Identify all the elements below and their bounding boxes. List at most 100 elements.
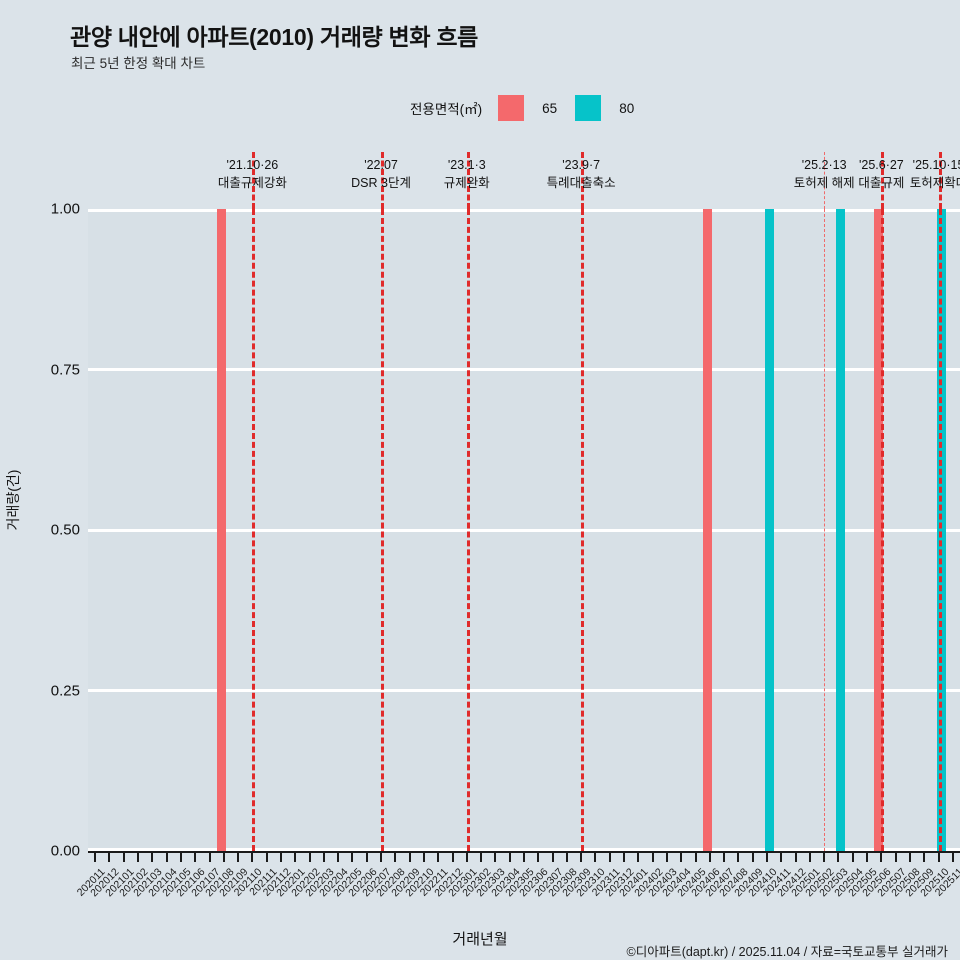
- x-tick: [451, 853, 454, 862]
- x-tick: [665, 853, 668, 862]
- x-tick: [794, 853, 797, 862]
- x-tick: [680, 853, 683, 862]
- x-tick: [637, 853, 640, 862]
- x-axis-title: 거래년월: [452, 931, 508, 948]
- x-tick: [751, 853, 754, 862]
- legend-swatch-80: [575, 95, 602, 121]
- event-date: '21.10·26: [226, 158, 279, 172]
- footer-credit: ©디아파트(dapt.kr) / 2025.11.04 / 자료=국토교통부 실…: [626, 945, 949, 959]
- event-line-stub-202502: [824, 152, 826, 209]
- x-tick: [137, 853, 140, 862]
- event-line-stub-202301: [466, 152, 470, 209]
- x-tick: [351, 853, 354, 862]
- event-text: 토허제확대: [909, 176, 960, 190]
- x-tick: [365, 853, 368, 862]
- bar-65-202108[interactable]: [216, 209, 226, 851]
- x-tick: [465, 853, 468, 862]
- x-tick: [165, 853, 168, 862]
- event-date: '25.6·27: [858, 158, 904, 172]
- x-tick: [151, 853, 154, 862]
- x-tick: [766, 853, 769, 862]
- chart-subtitle: 최근 5년 한정 확대 차트: [71, 56, 206, 71]
- x-axis-ticks: [88, 853, 960, 862]
- x-tick: [851, 853, 854, 862]
- x-tick: [508, 853, 511, 862]
- event-line-stub-202207: [381, 152, 385, 209]
- chart-title: 관양 내안에 아파트(2010) 거래량 변화 흐름: [70, 24, 479, 50]
- x-tick: [723, 853, 726, 862]
- x-tick: [279, 853, 282, 862]
- x-tick: [222, 853, 225, 862]
- legend-title: 전용면적(㎡): [410, 102, 483, 117]
- x-tick: [894, 853, 897, 862]
- bar-65-202506[interactable]: [874, 209, 884, 851]
- event-line-202506: [881, 209, 885, 851]
- x-tick: [537, 853, 540, 862]
- y-tick-label: 0.50: [50, 521, 80, 539]
- y-tick-label: 0.00: [50, 842, 80, 860]
- legend-label-65: 65: [542, 100, 558, 116]
- event-text: DSR 3단계: [351, 176, 411, 190]
- chart-legend: 전용면적(㎡) 65 80: [410, 94, 652, 122]
- event-annotation-202510: '25.10·15 토허제확대: [910, 156, 960, 192]
- event-annotations: '21.10·26 대출규제강화 '22.07 DSR 3단계 '23.1·3 규제완화 '…: [0, 0, 960, 209]
- event-line-stub-202506: [881, 152, 885, 209]
- event-date: '22.07: [364, 158, 398, 172]
- event-annotation-202309: '23.9·7 특례대출축소: [547, 156, 616, 192]
- x-tick: [823, 853, 826, 862]
- event-text: 대출규제: [858, 176, 905, 190]
- x-tick: [951, 853, 954, 862]
- x-tick: [94, 853, 97, 862]
- x-tick: [108, 853, 111, 862]
- gridline: [88, 848, 960, 851]
- x-tick: [908, 853, 911, 862]
- event-annotation-202110: '21.10·26 대출규제강화: [218, 156, 287, 192]
- x-tick: [208, 853, 211, 862]
- x-tick: [565, 853, 568, 862]
- y-tick-label: 1.00: [50, 200, 80, 218]
- x-tick: [780, 853, 783, 862]
- event-text: 특례대출축소: [546, 176, 616, 190]
- x-tick: [422, 853, 425, 862]
- event-annotation-202207: '22.07 DSR 3단계: [351, 156, 411, 192]
- x-tick: [808, 853, 811, 862]
- x-axis-line: [88, 851, 960, 853]
- legend-item-80[interactable]: 80: [575, 95, 634, 121]
- bar-65-202406[interactable]: [702, 209, 712, 851]
- x-tick: [322, 853, 325, 862]
- plot-area: [88, 209, 960, 851]
- event-date: '25.10·15: [912, 158, 960, 172]
- event-date: '25.2·13: [801, 158, 847, 172]
- x-tick: [523, 853, 525, 862]
- x-tick: [480, 853, 483, 862]
- gridline: [88, 368, 960, 371]
- x-tick: [737, 853, 740, 862]
- x-tick: [708, 853, 711, 862]
- x-tick: [179, 853, 182, 862]
- x-tick: [651, 853, 654, 862]
- bar-80-202503[interactable]: [836, 209, 846, 851]
- event-text: 대출규제강화: [217, 176, 287, 190]
- x-tick: [380, 853, 383, 862]
- x-tick: [265, 853, 268, 862]
- event-date: '23.9·7: [562, 158, 601, 172]
- event-annotation-202506: '25.6·27 대출규제: [858, 156, 904, 192]
- event-text: 규제완화: [443, 176, 490, 190]
- x-tick: [494, 853, 497, 862]
- gridline: [88, 528, 960, 532]
- x-tick: [866, 853, 869, 862]
- x-tick: [308, 853, 311, 862]
- event-line-202110: [252, 209, 256, 851]
- bar-80-202410[interactable]: [765, 209, 775, 851]
- x-tick: [337, 853, 340, 862]
- x-tick: [623, 853, 626, 862]
- legend-swatch-65: [498, 95, 525, 121]
- event-line-stub-202110: [252, 152, 256, 209]
- legend-item-65[interactable]: 65: [498, 95, 557, 121]
- x-tick: [251, 853, 254, 862]
- y-axis: 0.00 0.25 0.50 0.75 1.00: [0, 201, 80, 860]
- y-tick-label: 0.75: [50, 361, 80, 378]
- event-line-202301: [466, 209, 470, 851]
- x-tick: [122, 853, 125, 862]
- x-tick: [937, 853, 940, 862]
